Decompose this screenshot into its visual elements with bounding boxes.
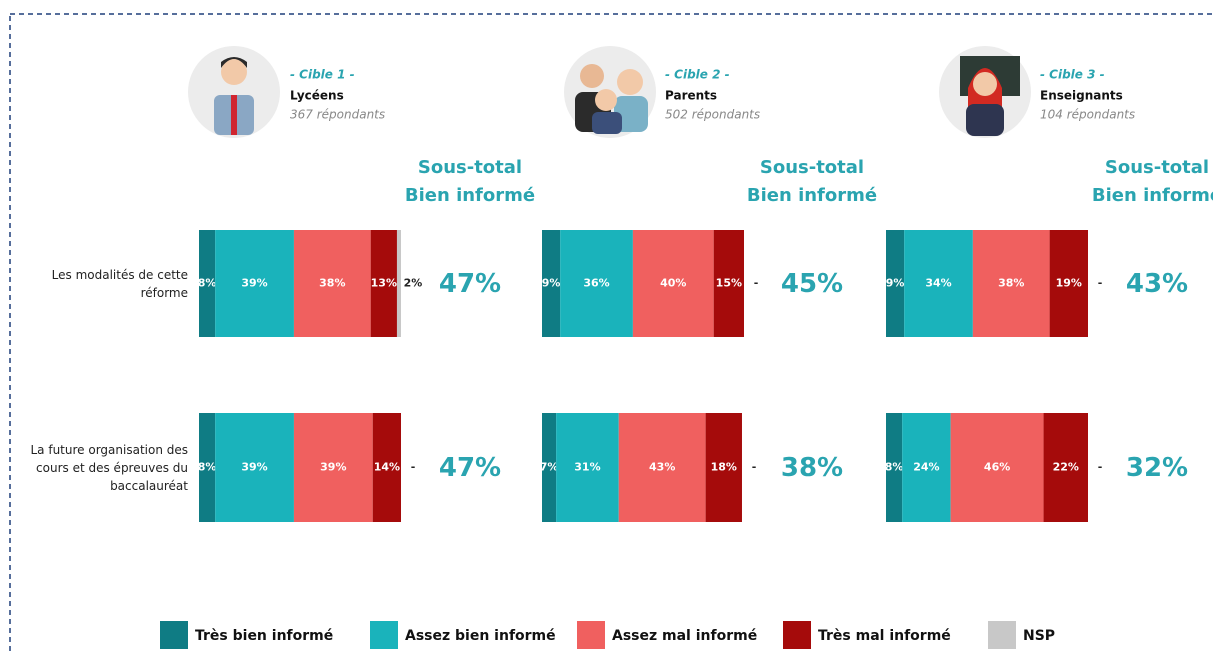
respondents: 104 répondants (1040, 108, 1135, 122)
value-label: 8% (198, 461, 217, 474)
bar-segment (396, 230, 401, 337)
subtotal: 45% (781, 269, 843, 299)
nsp-label: - (752, 461, 757, 474)
value-label: 22% (1053, 461, 1079, 474)
bar-segment (950, 413, 1044, 522)
nsp-label: - (1098, 277, 1103, 290)
bar-segment (972, 230, 1050, 337)
target-name: Parents (665, 89, 717, 103)
legend-swatch (577, 621, 605, 649)
bar-segment (293, 230, 371, 337)
avatar (188, 46, 280, 138)
bar-segment (705, 413, 742, 522)
value-label: 13% (371, 277, 397, 290)
bar-segment (215, 413, 294, 522)
legend-label: Assez mal informé (612, 628, 757, 644)
category-label: Les modalités de cette réforme (51, 267, 188, 300)
legend-swatch (160, 621, 188, 649)
value-label: 24% (913, 461, 939, 474)
bar-segment (632, 230, 714, 337)
value-label: 39% (241, 277, 267, 290)
respondents: 367 répondants (290, 108, 385, 122)
value-label: 34% (925, 277, 951, 290)
nsp-label: - (411, 461, 416, 474)
bar-segment (618, 413, 706, 522)
nsp-label: - (754, 277, 759, 290)
value-label: 8% (198, 277, 217, 290)
value-label: 9% (542, 277, 561, 290)
bar-segment (1043, 413, 1088, 522)
value-label: 19% (1056, 277, 1082, 290)
bar-segment (560, 230, 633, 337)
value-label: 8% (885, 461, 904, 474)
avatar (939, 46, 1031, 138)
nsp-label: 2% (404, 277, 423, 290)
subtotal: 47% (439, 453, 501, 483)
subtotal: 43% (1126, 269, 1188, 299)
value-label: 36% (583, 277, 609, 290)
bar-segment (542, 230, 561, 337)
value-label: 7% (540, 461, 559, 474)
bar-segment (902, 413, 951, 522)
bar-segment (1049, 230, 1088, 337)
value-label: 39% (241, 461, 267, 474)
subtotal-header: Sous-total (418, 157, 522, 178)
respondents: 502 répondants (665, 108, 760, 122)
bar-segment (886, 413, 903, 522)
bar-segment (372, 413, 401, 522)
value-label: 46% (984, 461, 1010, 474)
target-number: - Cible 3 - (1040, 68, 1105, 82)
subtotal: 32% (1126, 453, 1188, 483)
value-label: 9% (886, 277, 905, 290)
target-number: - Cible 2 - (665, 68, 730, 82)
subtotal-header: Sous-total (760, 157, 864, 178)
bar-segment (370, 230, 397, 337)
legend-swatch (988, 621, 1016, 649)
nsp-label: - (1098, 461, 1103, 474)
target-number: - Cible 1 - (290, 68, 355, 82)
target-name: Enseignants (1040, 89, 1123, 103)
legend-label: NSP (1023, 628, 1055, 644)
bar-segment (215, 230, 294, 337)
category-label: La future organisation des cours et des … (30, 442, 189, 493)
value-label: 18% (711, 461, 737, 474)
subtotal: 38% (781, 453, 843, 483)
bar-segment (199, 413, 216, 522)
subtotal: 47% (439, 269, 501, 299)
avatar (564, 46, 656, 138)
bar-segment (542, 413, 557, 522)
frame (9, 13, 1213, 651)
value-label: 31% (574, 461, 600, 474)
bar-segment (199, 230, 216, 337)
value-label: 38% (319, 277, 345, 290)
bar-segment (713, 230, 744, 337)
bar-segment (904, 230, 973, 337)
target-name: Lycéens (290, 89, 344, 103)
value-label: 40% (660, 277, 686, 290)
subtotal-header: Bien informé (747, 185, 877, 206)
legend-swatch (783, 621, 811, 649)
bar-segment (293, 413, 373, 522)
value-label: 14% (374, 461, 400, 474)
subtotal-header: Bien informé (405, 185, 535, 206)
subtotal-header: Bien informé (1092, 185, 1213, 206)
legend-label: Assez bien informé (405, 628, 556, 644)
value-label: 39% (320, 461, 346, 474)
bar-segment (886, 230, 905, 337)
legend-label: Très bien informé (195, 628, 333, 644)
legend-swatch (370, 621, 398, 649)
value-label: 15% (716, 277, 742, 290)
legend-label: Très mal informé (818, 628, 951, 644)
bar-segment (556, 413, 619, 522)
value-label: 43% (649, 461, 675, 474)
value-label: 38% (998, 277, 1024, 290)
subtotal-header: Sous-total (1105, 157, 1209, 178)
